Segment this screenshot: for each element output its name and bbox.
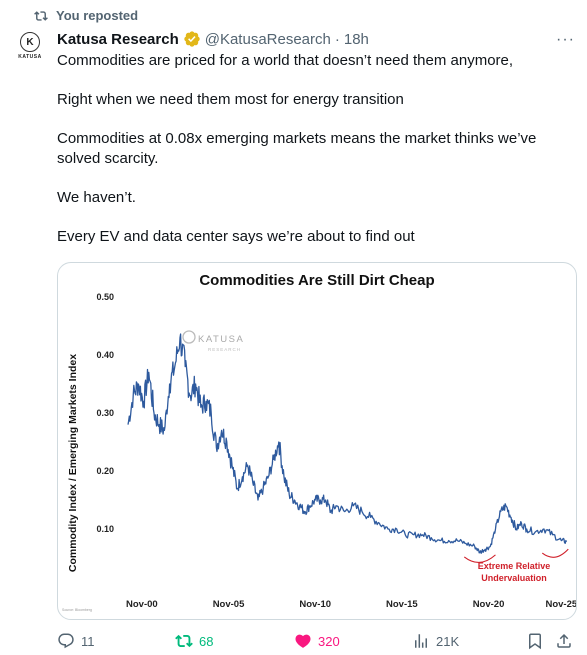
annotation-line-2: Undervaluation xyxy=(481,573,547,583)
post-timestamp[interactable]: 18h xyxy=(343,30,369,48)
post-line: Right when we need them most for energy … xyxy=(57,91,404,108)
avatar-logo-mark: K xyxy=(20,32,40,52)
watermark-logo: KATUSA RESEARCH xyxy=(182,330,244,352)
chart-svg: Commodities Are Still Dirt Cheap Commodi… xyxy=(62,272,576,612)
chart-title: Commodities Are Still Dirt Cheap xyxy=(199,272,434,289)
y-tick-label: 0.50 xyxy=(96,292,114,302)
repost-count: 68 xyxy=(199,633,214,649)
views-count: 21K xyxy=(436,633,460,649)
reply-icon xyxy=(58,633,74,649)
like-count: 320 xyxy=(318,633,340,649)
x-tick-label: Nov-20 xyxy=(473,599,505,610)
series-line xyxy=(127,333,568,554)
x-axis: Nov-00 Nov-05 Nov-10 Nov-15 Nov-20 Nov-25 xyxy=(126,599,576,610)
post-line: Commodities are priced for a world that … xyxy=(57,52,514,69)
share-icon xyxy=(557,633,571,648)
views-icon xyxy=(415,634,427,648)
repost-icon xyxy=(34,10,48,21)
watermark-text: KATUSA xyxy=(198,334,244,345)
annotation-line-1: Extreme Relative xyxy=(478,561,551,571)
post-line: Every EV and data center says we’re abou… xyxy=(57,228,415,245)
repost-label: You reposted xyxy=(56,8,139,23)
x-tick-label: Nov-10 xyxy=(299,599,331,610)
repost-icon xyxy=(175,634,193,648)
post-media-chart[interactable]: Commodities Are Still Dirt Cheap Commodi… xyxy=(57,262,577,620)
post-text: Commodities are priced for a world that … xyxy=(57,51,567,266)
views-button[interactable]: 21K xyxy=(412,632,459,650)
separator-dot: · xyxy=(334,30,340,48)
verified-badge-icon xyxy=(184,31,200,47)
y-tick-label: 0.40 xyxy=(96,350,114,360)
annotation-arc-right xyxy=(541,548,569,558)
x-tick-label: Nov-25 xyxy=(545,599,576,610)
chart-ylabel: Commodity Index / Emerging Markets Index xyxy=(67,354,79,572)
x-tick-label: Nov-05 xyxy=(213,599,245,610)
post-header: Katusa Research @KatusaResearch · 18h xyxy=(57,28,577,50)
chart-source: Source: Bloomberg xyxy=(62,608,92,612)
y-tick-label: 0.20 xyxy=(96,466,114,476)
repost-button[interactable]: 68 xyxy=(175,632,213,650)
heart-icon xyxy=(295,634,311,648)
more-options-button[interactable]: ··· xyxy=(556,31,575,48)
bookmark-icon xyxy=(529,633,541,650)
bookmark-button[interactable] xyxy=(526,632,544,650)
y-tick-label: 0.30 xyxy=(96,408,114,418)
action-bar: 11 68 320 21K xyxy=(57,632,575,652)
watermark-subtext: RESEARCH xyxy=(208,347,241,352)
author-name[interactable]: Katusa Research xyxy=(57,30,179,48)
author-handle[interactable]: @KatusaResearch xyxy=(204,30,331,48)
watermark-bulb-icon xyxy=(182,330,196,344)
annotation-arc-left xyxy=(463,554,496,563)
avatar[interactable]: K KATUSA xyxy=(10,30,50,70)
y-axis: 0.50 0.40 0.30 0.20 0.10 xyxy=(96,292,114,534)
reply-count: 11 xyxy=(81,633,95,649)
x-tick-label: Nov-00 xyxy=(126,599,158,610)
avatar-brand-text: KATUSA xyxy=(18,54,42,60)
like-button[interactable]: 320 xyxy=(294,632,340,650)
post-line: We haven’t. xyxy=(57,189,136,206)
repost-indicator: You reposted xyxy=(34,8,138,23)
reply-button[interactable]: 11 xyxy=(57,632,95,650)
y-tick-label: 0.10 xyxy=(96,524,114,534)
post-line: Commodities at 0.08x emerging markets me… xyxy=(57,130,537,167)
share-button[interactable] xyxy=(555,632,573,650)
x-tick-label: Nov-15 xyxy=(386,599,418,610)
